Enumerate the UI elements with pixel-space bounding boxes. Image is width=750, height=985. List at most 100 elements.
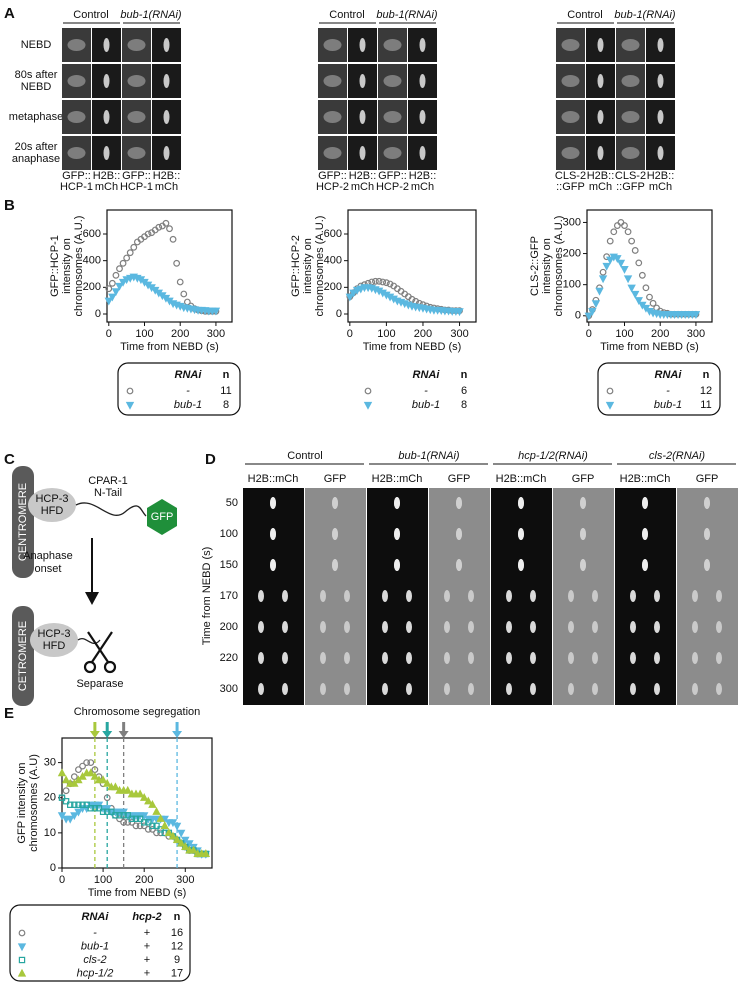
arrow-label: Anaphase	[23, 550, 73, 562]
micrograph	[615, 643, 676, 674]
annotation: Chromosome segregation	[74, 706, 201, 718]
micrograph-signal	[127, 75, 146, 87]
legend-header: RNAi	[413, 369, 441, 381]
data-point	[176, 838, 186, 847]
image-caption: GFP::	[378, 170, 407, 182]
micrograph-signal	[419, 110, 426, 124]
micrograph	[553, 674, 614, 705]
column-header: bub-1(RNAi)	[120, 9, 181, 21]
data-point	[123, 785, 132, 794]
panel-label: B	[4, 197, 15, 214]
legend-label: -	[186, 385, 190, 397]
micrograph-signal	[323, 75, 342, 87]
y-axis-label: GFP::HCP-1	[49, 235, 61, 297]
micrograph-signal	[163, 110, 170, 124]
legend-marker	[18, 956, 26, 964]
x-tick-label: 0	[586, 328, 592, 340]
data-point	[126, 249, 134, 257]
legend-n: 8	[223, 399, 229, 411]
micrograph-signal	[394, 528, 400, 540]
micrograph-signal	[282, 590, 288, 602]
data-point	[132, 815, 140, 823]
data-point	[598, 275, 608, 284]
micrograph	[305, 612, 366, 643]
data-point	[635, 259, 643, 267]
series	[57, 768, 211, 858]
micrograph	[615, 581, 676, 612]
micrograph-signal	[592, 621, 598, 633]
micrograph-signal	[163, 38, 170, 52]
x-tick-label: 300	[687, 328, 705, 340]
micrograph-signal	[382, 652, 388, 664]
data-point	[172, 835, 182, 843]
channel-header: H2B::mCh	[620, 473, 671, 485]
data-point	[176, 278, 184, 286]
data-point	[628, 237, 636, 245]
legend-header: RNAi	[655, 369, 683, 381]
x-tick-label: 300	[176, 874, 194, 886]
micrograph	[491, 674, 552, 705]
data-point	[66, 815, 75, 824]
data-point	[144, 825, 152, 833]
micrograph-signal	[323, 147, 342, 159]
data-point	[115, 282, 124, 291]
micrograph-signal	[444, 652, 450, 664]
data-point	[606, 237, 614, 245]
y-axis-label: GFP::HCP-2	[290, 235, 302, 297]
micrograph-signal	[657, 38, 664, 52]
data-point	[166, 225, 173, 233]
image-caption: H2B::	[647, 170, 675, 182]
micrograph-signal	[692, 652, 698, 664]
data-point	[372, 277, 379, 285]
data-point	[123, 254, 131, 262]
row-label: 150	[220, 559, 238, 571]
micrograph-signal	[383, 111, 402, 123]
micrograph-signal	[127, 147, 146, 159]
micrograph-signal	[394, 559, 400, 571]
data-point	[345, 293, 355, 302]
data-point	[140, 822, 148, 830]
legend-n: 12	[700, 385, 712, 397]
micrograph-signal	[406, 652, 412, 664]
centromere-shape	[12, 606, 34, 706]
micrograph-signal	[654, 652, 660, 664]
legend-marker	[364, 387, 372, 395]
enzyme-label: Separase	[76, 678, 123, 690]
image-caption: mCh	[589, 181, 612, 193]
row-label: 300	[220, 683, 238, 695]
legend-label: bub-1	[654, 399, 682, 411]
micrograph-signal	[127, 39, 146, 51]
micrograph-signal	[382, 590, 388, 602]
image-caption: mCh	[411, 181, 434, 193]
micrograph-signal	[282, 683, 288, 695]
data-point	[79, 801, 86, 808]
image-caption: GFP::	[318, 170, 347, 182]
data-point	[603, 253, 611, 261]
x-tick-label: 0	[347, 328, 353, 340]
micrograph-signal	[704, 528, 710, 540]
micrograph-signal	[320, 590, 326, 602]
tail-line	[75, 502, 147, 517]
x-tick-label: 100	[377, 328, 395, 340]
y-tick-label: 200	[324, 281, 342, 293]
y-axis-label: chromosomes (A.U.)	[314, 216, 326, 317]
micrograph-signal	[692, 621, 698, 633]
micrograph-signal	[282, 621, 288, 633]
micrograph-signal	[103, 146, 110, 160]
segregation-arrow-head	[102, 731, 113, 738]
row-label: NEBD	[21, 81, 52, 93]
column-header: Control	[329, 9, 364, 21]
data-point	[383, 279, 390, 287]
data-point	[83, 759, 91, 766]
legend-n: 6	[461, 385, 467, 397]
panel-c-diagram	[12, 466, 177, 706]
series	[104, 273, 221, 316]
micrograph-signal	[692, 683, 698, 695]
legend-box	[117, 362, 241, 416]
micrograph	[429, 581, 490, 612]
micrograph-signal	[654, 590, 660, 602]
micrograph-signal	[456, 497, 462, 509]
data-point	[86, 768, 95, 777]
micrograph-signal	[716, 683, 722, 695]
